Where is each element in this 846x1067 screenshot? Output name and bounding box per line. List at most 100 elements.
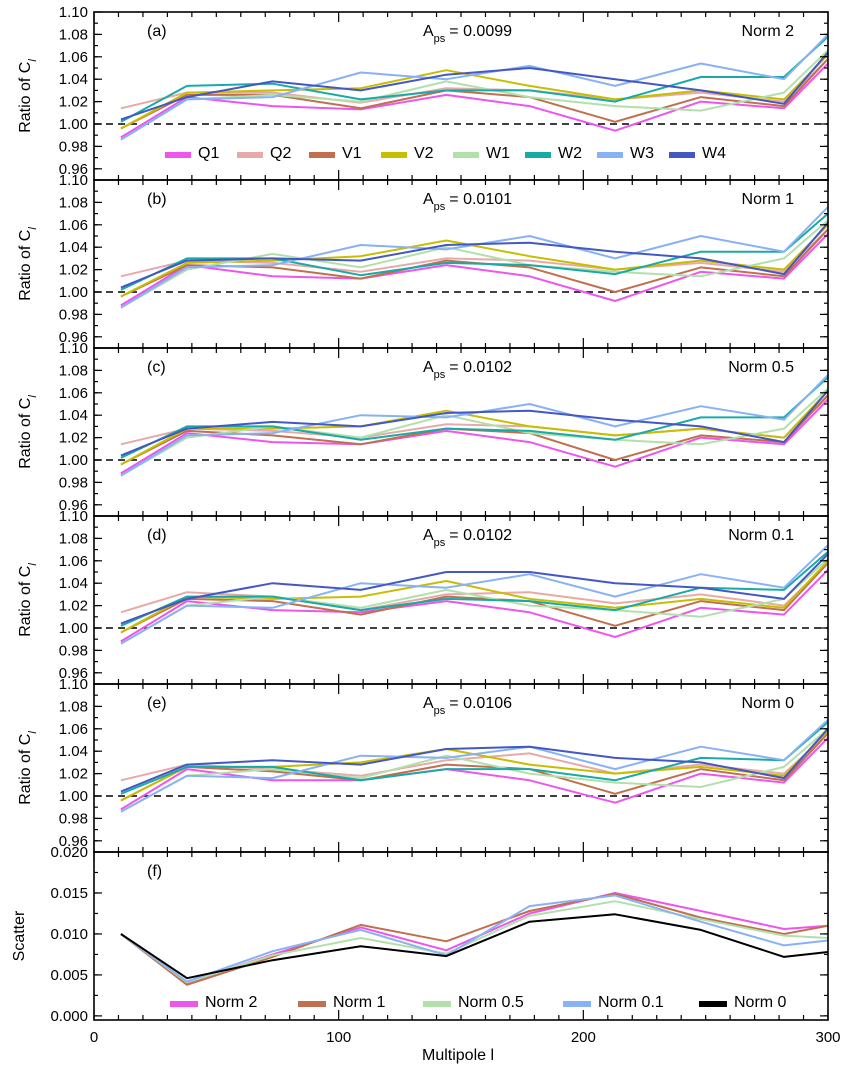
norm-label: Norm 1 [742, 191, 795, 208]
x-tick-label: 200 [571, 1029, 596, 1046]
amplitude-value: = 0.0106 [449, 695, 512, 712]
series-line-w4 [120, 389, 829, 457]
legend-swatch [170, 1001, 198, 1007]
series-line-w3 [120, 374, 829, 477]
amplitude-value: = 0.0102 [449, 527, 512, 544]
series-line-norm-1 [120, 892, 829, 986]
series-line-v2 [120, 53, 829, 130]
y-tick-label: 1.04 [59, 407, 88, 424]
legend-label: W2 [558, 145, 582, 162]
y-tick-label: 1.04 [59, 71, 88, 88]
series-line-w1 [120, 728, 829, 813]
amplitude-annotation: Aps = 0.0106 [423, 695, 512, 717]
amplitude-symbol: A [423, 527, 434, 544]
series-line-v2 [120, 389, 829, 466]
series-line-q2 [120, 562, 829, 614]
series-line-q1 [120, 62, 829, 139]
norm-label: Norm 0.5 [728, 359, 794, 376]
legend-item-norm-1: Norm 1 [298, 994, 386, 1011]
amplitude-subscript: ps [434, 201, 446, 213]
series-line-w1 [120, 49, 829, 141]
series-line-v2 [120, 560, 829, 634]
y-tick-label: 0.005 [50, 967, 88, 984]
series-line-v1 [120, 562, 829, 634]
legend: Norm 2 Norm 1 Norm 0.5 Norm 0.1 Norm 0 [170, 994, 787, 1011]
y-tick-label: 0.96 [59, 833, 88, 850]
y-tick-label: 1.00 [59, 284, 88, 301]
panel-label: (b) [147, 191, 167, 208]
panel-label: (c) [147, 359, 166, 376]
series-line-w3 [120, 544, 829, 645]
series-line-w4 [120, 51, 829, 121]
norm-label: Norm 2 [742, 23, 795, 40]
legend-label: W1 [486, 145, 510, 162]
y-tick-label: 1.02 [59, 766, 88, 783]
amplitude-subscript: ps [434, 369, 446, 381]
series-line-v2 [120, 224, 829, 298]
series-line-norm-0 [120, 913, 829, 980]
legend-item-norm-0: Norm 0 [699, 994, 787, 1011]
legend-swatch [165, 152, 191, 158]
amplitude-symbol: A [423, 695, 434, 712]
y-tick-label: 1.08 [59, 194, 88, 211]
legend-swatch [597, 152, 623, 158]
series-line-w4 [120, 728, 829, 793]
legend-item-norm-2: Norm 2 [170, 994, 258, 1011]
y-tick-label: 1.04 [59, 743, 88, 760]
y-tick-label: 1.10 [59, 340, 88, 357]
x-axis-label: Multipole l [422, 1047, 494, 1064]
y-tick-label: 0.96 [59, 161, 88, 178]
y-tick-label: 1.08 [59, 26, 88, 43]
amplitude-subscript: ps [434, 705, 446, 717]
amplitude-annotation: Aps = 0.0101 [423, 191, 512, 213]
amplitude-symbol: A [423, 23, 434, 40]
legend-item-w1: W1 [453, 145, 510, 162]
series-line-w1 [120, 387, 829, 477]
y-tick-label: 1.06 [59, 49, 88, 66]
y-tick-label: 0.010 [50, 926, 88, 943]
legend-label: Norm 0.1 [598, 994, 664, 1011]
panel-f: 0.000 0.005 0.010 0.015 0.020 Scatter (f) Norm … [11, 844, 841, 1046]
y-axis-label: Ratio of Cl [17, 227, 39, 301]
legend-item-q2: Q2 [237, 145, 291, 162]
series-line-q1 [120, 569, 829, 643]
y-axis-label: Ratio of Cl [17, 395, 39, 469]
y-tick-label: 0.98 [59, 474, 88, 491]
y-tick-label: 1.00 [59, 788, 88, 805]
y-tick-label: 1.06 [59, 553, 88, 570]
y-axis-label-text: Ratio of C [17, 230, 34, 301]
y-tick-label: 0.015 [50, 885, 88, 902]
series-line-q1 [120, 398, 829, 475]
y-axis-label-text: Ratio of C [17, 566, 34, 637]
x-tick-label: 0 [90, 1029, 98, 1046]
y-tick-label: 1.06 [59, 721, 88, 738]
legend-label: W4 [702, 145, 726, 162]
series-line-w2 [120, 35, 829, 123]
series-line-w3 [120, 719, 829, 813]
series-line-w2 [120, 376, 829, 459]
legend-item-q1: Q1 [165, 145, 219, 162]
series-line-q1 [120, 233, 829, 307]
legend-label: W3 [630, 145, 654, 162]
legend-item-w2: W2 [525, 145, 582, 162]
y-tick-label: 0.96 [59, 665, 88, 682]
y-axis-label: Ratio of Cl [17, 59, 39, 133]
x-tick-label: 300 [815, 1029, 840, 1046]
amplitude-subscript: ps [434, 33, 446, 45]
amplitude-annotation: Aps = 0.0099 [423, 23, 512, 45]
legend-swatch [381, 152, 407, 158]
series-line-w1 [120, 557, 829, 645]
y-tick-label: 1.02 [59, 262, 88, 279]
panel-c: 0.96 0.98 1.00 1.02 1.04 1.06 1.08 1.10 Ratio of… [17, 340, 829, 517]
legend-item-v1: V1 [309, 145, 362, 162]
legend-label: Q2 [270, 145, 291, 162]
legend-item-w4: W4 [669, 145, 726, 162]
y-tick-label: 1.06 [59, 385, 88, 402]
y-tick-label: 1.00 [59, 620, 88, 637]
series-line-w1 [120, 219, 829, 309]
y-axis-label: Ratio of Cl [17, 731, 39, 805]
y-axis-label: Scatter [11, 910, 28, 961]
panel-label: (e) [147, 695, 167, 712]
norm-label: Norm 0.1 [728, 527, 794, 544]
y-axis-label-subscript: l [27, 227, 39, 230]
